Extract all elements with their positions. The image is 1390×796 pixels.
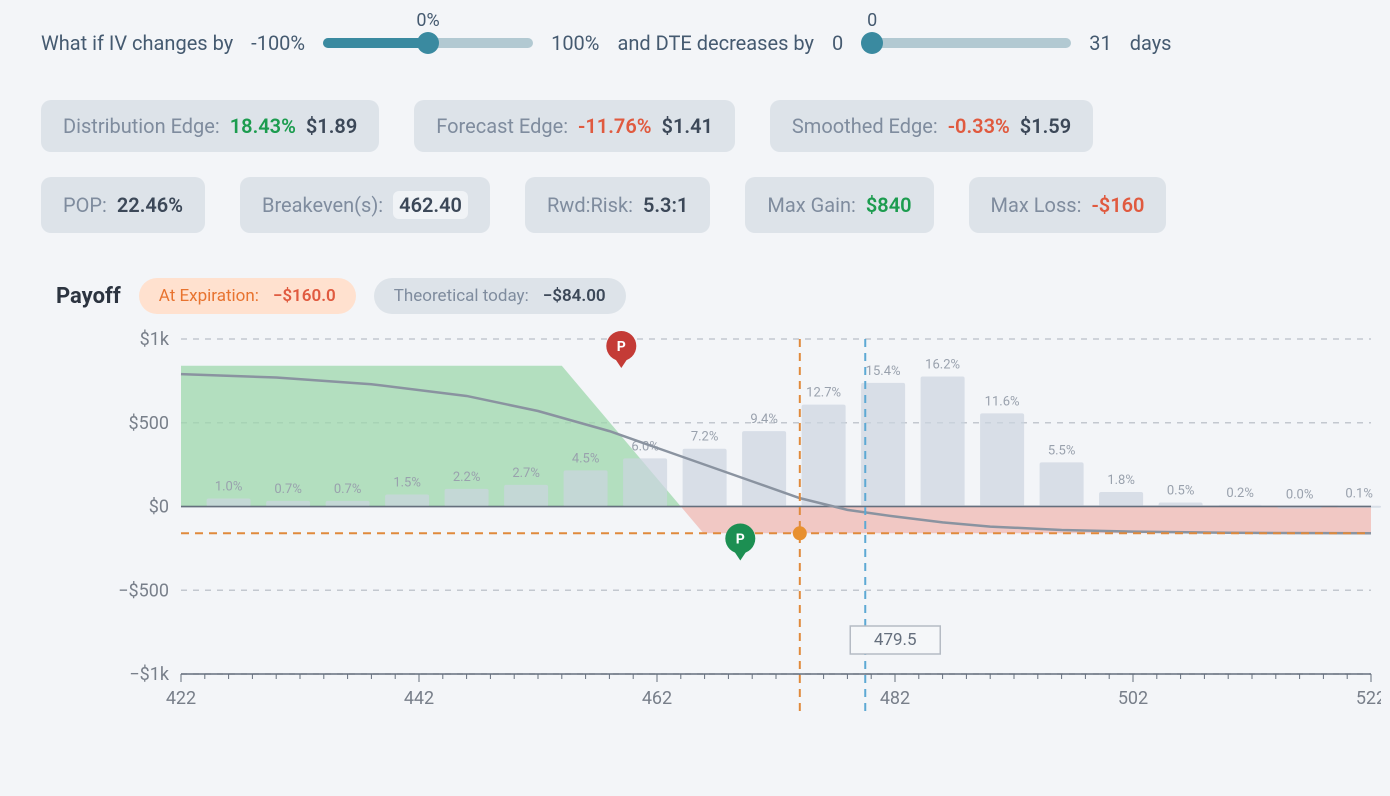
edge-price: $1.59 bbox=[1020, 114, 1071, 138]
svg-text:15.4%: 15.4% bbox=[866, 364, 901, 379]
svg-text:12.7%: 12.7% bbox=[806, 386, 841, 401]
svg-text:1.5%: 1.5% bbox=[393, 475, 421, 490]
pill-at-expiration: At Expiration: −$160.0 bbox=[139, 278, 356, 314]
svg-text:0.5%: 0.5% bbox=[1167, 483, 1195, 498]
iv-prefix: What if IV changes by bbox=[41, 31, 233, 55]
svg-text:9.4%: 9.4% bbox=[750, 412, 778, 427]
svg-text:11.6%: 11.6% bbox=[985, 394, 1020, 409]
svg-text:2.2%: 2.2% bbox=[453, 470, 481, 485]
edge-price: $1.41 bbox=[662, 114, 713, 138]
svg-text:−$500: −$500 bbox=[118, 580, 169, 601]
stat-label: Max Gain: bbox=[767, 193, 855, 217]
svg-text:0.0%: 0.0% bbox=[1286, 488, 1314, 503]
iv-slider[interactable]: 0% bbox=[323, 38, 533, 48]
pill-expiration-value: −$160.0 bbox=[273, 286, 336, 306]
svg-text:16.2%: 16.2% bbox=[925, 358, 960, 373]
svg-text:0.2%: 0.2% bbox=[1226, 486, 1254, 501]
svg-text:4.5%: 4.5% bbox=[572, 451, 600, 466]
edge-label: Distribution Edge: bbox=[63, 114, 220, 138]
svg-text:479.5: 479.5 bbox=[874, 630, 917, 650]
svg-text:422: 422 bbox=[166, 688, 196, 709]
svg-text:5.5%: 5.5% bbox=[1048, 443, 1076, 458]
stat-card: Breakeven(s): 462.40 bbox=[240, 177, 490, 233]
stat-label: Rwd:Risk: bbox=[547, 193, 633, 217]
stat-value: 22.46% bbox=[117, 193, 183, 217]
stat-card: POP: 22.46% bbox=[41, 177, 205, 233]
svg-text:442: 442 bbox=[404, 688, 434, 709]
svg-text:482: 482 bbox=[880, 688, 910, 709]
svg-text:P: P bbox=[736, 532, 745, 548]
stat-value: 462.40 bbox=[393, 191, 468, 219]
svg-text:502: 502 bbox=[1118, 688, 1148, 709]
svg-text:1.0%: 1.0% bbox=[215, 479, 243, 494]
iv-max: 100% bbox=[551, 31, 599, 55]
pill-theoretical-label: Theoretical today: bbox=[394, 286, 529, 306]
svg-text:522: 522 bbox=[1356, 688, 1381, 709]
dte-prefix: and DTE decreases by bbox=[617, 31, 814, 55]
stat-value: 5.3:1 bbox=[643, 193, 688, 217]
svg-text:P: P bbox=[617, 339, 626, 355]
edge-card: Forecast Edge: -11.76% $1.41 bbox=[414, 100, 735, 152]
iv-slider-track[interactable] bbox=[323, 38, 533, 48]
dte-slider-track[interactable] bbox=[861, 38, 1071, 48]
stat-value: -$160 bbox=[1091, 193, 1144, 217]
edge-label: Smoothed Edge: bbox=[792, 114, 938, 138]
payoff-chart: $1k $500 $0 −$500 −$1k 1.0% 0.7% 0.7% 1.5% 2.2% 2.… bbox=[81, 329, 1349, 719]
edge-label: Forecast Edge: bbox=[436, 114, 568, 138]
svg-text:$500: $500 bbox=[129, 413, 169, 434]
pill-theoretical: Theoretical today: −$84.00 bbox=[374, 278, 626, 314]
iv-min: -100% bbox=[251, 31, 305, 55]
dte-value-label: 0 bbox=[867, 10, 877, 31]
payoff-title: Payoff bbox=[56, 284, 121, 309]
edge-pct: 18.43% bbox=[230, 114, 296, 138]
svg-text:0.7%: 0.7% bbox=[334, 482, 362, 497]
stat-label: POP: bbox=[63, 193, 107, 217]
svg-text:0.7%: 0.7% bbox=[274, 482, 302, 497]
edge-price: $1.89 bbox=[306, 114, 357, 138]
dte-slider[interactable]: 0 bbox=[861, 38, 1071, 48]
dte-min: 0 bbox=[832, 31, 843, 55]
iv-value-label: 0% bbox=[416, 10, 439, 31]
pill-expiration-label: At Expiration: bbox=[159, 286, 259, 306]
stat-card: Max Loss: -$160 bbox=[969, 177, 1167, 233]
stat-card: Max Gain: $840 bbox=[745, 177, 933, 233]
stat-value: $840 bbox=[866, 193, 912, 217]
svg-text:−$1k: −$1k bbox=[129, 664, 170, 685]
svg-text:1.8%: 1.8% bbox=[1107, 473, 1135, 488]
svg-text:0.1%: 0.1% bbox=[1345, 487, 1373, 502]
edge-pct: -0.33% bbox=[948, 114, 1010, 138]
pill-theoretical-value: −$84.00 bbox=[543, 286, 606, 306]
svg-text:$1k: $1k bbox=[140, 329, 170, 350]
dte-suffix: days bbox=[1130, 31, 1172, 55]
svg-text:2.7%: 2.7% bbox=[512, 466, 540, 481]
iv-slider-thumb[interactable] bbox=[417, 32, 439, 54]
svg-text:7.2%: 7.2% bbox=[691, 430, 719, 445]
svg-text:$0: $0 bbox=[149, 497, 169, 518]
dte-slider-thumb[interactable] bbox=[861, 32, 883, 54]
svg-text:462: 462 bbox=[642, 688, 672, 709]
stat-cards-row: POP: 22.46% Breakeven(s): 462.40 Rwd:Risk: 5.… bbox=[41, 177, 1349, 233]
what-if-slider-row: What if IV changes by -100% 0% 100% and … bbox=[41, 31, 1349, 55]
edge-card: Distribution Edge: 18.43% $1.89 bbox=[41, 100, 379, 152]
stat-label: Breakeven(s): bbox=[262, 193, 383, 217]
stat-label: Max Loss: bbox=[991, 193, 1082, 217]
stat-card: Rwd:Risk: 5.3:1 bbox=[525, 177, 710, 233]
dte-max: 31 bbox=[1089, 31, 1111, 55]
edge-cards-row: Distribution Edge: 18.43% $1.89 Forecast Ed… bbox=[41, 100, 1349, 152]
edge-pct: -11.76% bbox=[578, 114, 651, 138]
payoff-header: Payoff At Expiration: −$160.0 Theoretica… bbox=[56, 278, 1349, 314]
edge-card: Smoothed Edge: -0.33% $1.59 bbox=[770, 100, 1093, 152]
